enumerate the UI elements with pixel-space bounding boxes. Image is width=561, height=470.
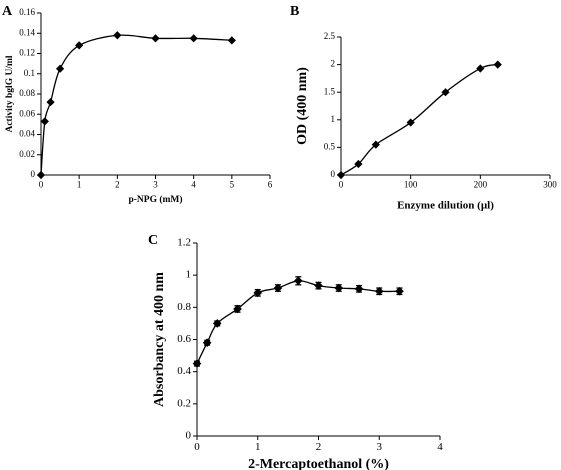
data-point — [293, 276, 303, 286]
data-point — [192, 359, 202, 368]
data-point — [189, 34, 198, 43]
panel-c: C 0 1 2 3 4 0 0.2 0.4 0.6 0.8 1 1.2 2-Mercaptoethanol… — [148, 233, 443, 470]
y-tick-label: 0 — [186, 430, 192, 442]
x-tick-label: 2 — [316, 441, 322, 453]
data-point — [227, 36, 236, 45]
y-tick-label: 0.02 — [19, 149, 35, 159]
data-point — [113, 31, 122, 40]
y-axis-label: Activity bglG U/ml — [5, 55, 15, 132]
data-point — [212, 319, 222, 328]
data-point — [253, 288, 263, 298]
x-axis-label: p-NPG (mM) — [128, 194, 182, 205]
y-tick-label: 0.2 — [177, 397, 191, 409]
x-tick-label: 3 — [377, 441, 383, 453]
x-tick-label: 1 — [255, 441, 261, 453]
y-tick-label: 0.1 — [24, 68, 35, 78]
data-point — [36, 170, 46, 180]
panel-a: A 0 1 2 3 4 5 6 0 0.02 0.04 0.06 0.08 0.1 0.12 0.14 0.16… — [2, 4, 273, 205]
x-tick-label: 4 — [437, 441, 443, 453]
data-point — [354, 159, 363, 169]
data-point — [273, 283, 283, 293]
series-line — [340, 63, 498, 176]
x-tick-label: 0 — [39, 180, 44, 190]
series-line — [40, 34, 232, 176]
data-point — [46, 97, 55, 107]
data-point — [336, 170, 346, 180]
data-point — [334, 283, 344, 293]
data-point — [354, 284, 364, 294]
panel-letter: C — [148, 233, 158, 248]
y-tick-label: 0 — [31, 169, 36, 179]
y-tick-label: 0.12 — [19, 48, 35, 58]
y-tick-label: 0.5 — [324, 141, 336, 151]
y-tick-label: 0.8 — [177, 301, 191, 313]
data-point — [55, 64, 65, 73]
x-tick-label: 3 — [153, 180, 158, 190]
x-tick-label: 0 — [339, 180, 344, 190]
y-tick-label: 0 — [331, 169, 336, 179]
x-tick-label: 100 — [404, 180, 418, 190]
y-tick-label: 1 — [331, 114, 336, 124]
y-tick-label: 2.5 — [324, 31, 336, 41]
panel-letter: A — [2, 4, 13, 19]
x-tick-label: 0 — [194, 441, 200, 453]
y-tick-label: 1 — [186, 269, 192, 281]
series-line — [196, 280, 400, 364]
data-point — [40, 117, 49, 126]
data-point — [314, 281, 323, 290]
y-tick-label: 1.5 — [324, 86, 336, 96]
y-tick-label: 0.6 — [177, 333, 191, 345]
y-tick-label: 0.04 — [19, 129, 35, 139]
x-tick-label: 6 — [268, 180, 273, 190]
x-tick-label: 300 — [543, 180, 557, 190]
data-point — [374, 286, 384, 296]
data-point — [441, 88, 450, 97]
x-tick-label: 200 — [474, 180, 488, 190]
y-tick-label: 0.16 — [19, 7, 35, 17]
y-axis-label: Absorbancy at 400 nm — [152, 272, 167, 407]
data-point — [395, 286, 404, 296]
y-tick-label: 1.2 — [177, 237, 191, 249]
data-point — [493, 60, 502, 69]
x-tick-label: 1 — [77, 180, 82, 190]
y-tick-label: 0.4 — [177, 365, 191, 377]
y-tick-label: 0.14 — [19, 27, 35, 37]
x-tick-label: 4 — [191, 180, 196, 190]
data-point — [202, 338, 212, 348]
y-tick-label: 0.08 — [19, 88, 35, 98]
x-tick-label: 5 — [230, 180, 235, 190]
data-point — [233, 304, 242, 314]
data-point — [406, 118, 415, 127]
y-tick-label: 0.06 — [19, 108, 35, 118]
data-point — [476, 64, 485, 73]
y-tick-label: 2 — [331, 59, 336, 69]
panel-letter: B — [290, 4, 299, 19]
y-axis-label: OD (400 nm) — [295, 67, 310, 145]
panel-b: B 0 100 200 300 0 0.5 1 1.5 2 2.5 Enzyme dilution (… — [290, 4, 557, 211]
x-axis-label: Enzyme dilution (µl) — [397, 200, 494, 212]
data-point — [75, 41, 84, 50]
data-point — [151, 34, 160, 43]
x-tick-label: 2 — [115, 180, 120, 190]
x-axis-label: 2-Mercaptoethanol (%) — [248, 457, 389, 470]
data-point — [371, 140, 380, 149]
